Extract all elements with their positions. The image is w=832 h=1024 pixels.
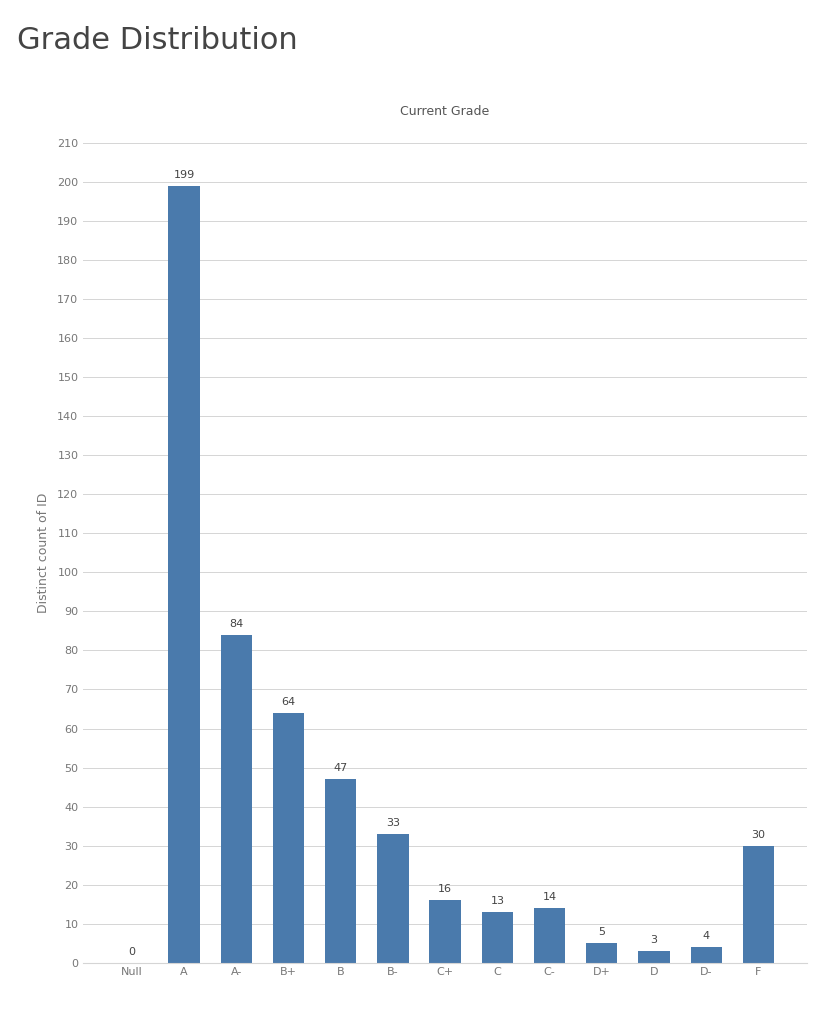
Text: 5: 5 [598,927,606,937]
Bar [586,943,617,963]
Text: 14: 14 [542,892,557,902]
Text: 3: 3 [651,935,657,945]
Bar [273,713,305,963]
Bar [429,900,461,963]
Text: 0: 0 [128,947,136,956]
Text: 13: 13 [490,896,504,906]
Y-axis label: Distinct count of ID: Distinct count of ID [37,493,50,613]
Text: 33: 33 [386,818,400,828]
Bar [325,779,356,963]
Bar [743,846,774,963]
Bar [534,908,565,963]
Bar [220,635,252,963]
Bar [691,947,722,963]
Text: 30: 30 [751,829,765,840]
Text: 199: 199 [173,170,195,180]
Text: Grade Distribution: Grade Distribution [17,26,297,54]
Text: 84: 84 [229,620,243,629]
Bar [482,911,513,963]
Text: 4: 4 [703,931,710,941]
Text: 47: 47 [334,763,348,773]
Text: 64: 64 [281,697,295,707]
Bar [168,186,200,963]
Text: 16: 16 [438,885,452,894]
Text: Current Grade: Current Grade [400,104,490,118]
Bar [638,951,670,963]
Bar [377,834,409,963]
